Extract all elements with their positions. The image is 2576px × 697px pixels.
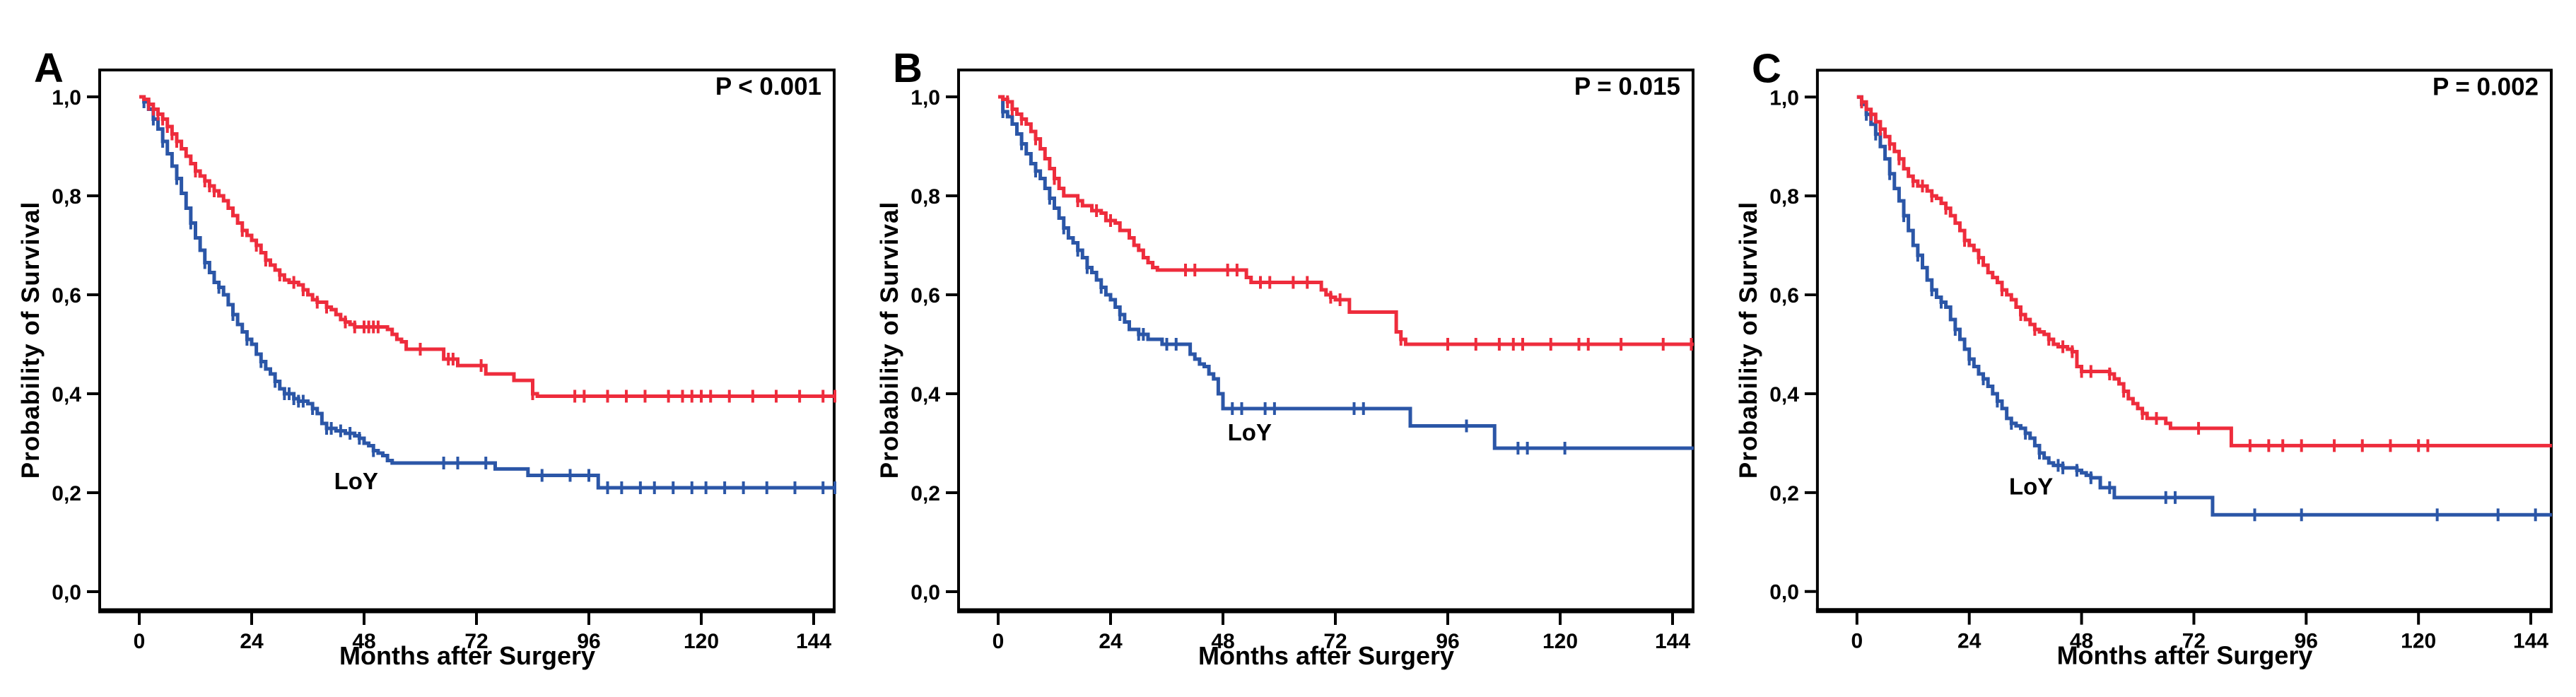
x-axis-title: Months after Surgery: [2057, 641, 2313, 670]
x-tick-label: 120: [2401, 630, 2436, 653]
y-tick-label: 0,8: [52, 185, 81, 209]
x-tick-label: 72: [2182, 630, 2206, 653]
x-tick-label: 72: [464, 630, 488, 653]
x-axis-title: Months after Surgery: [1198, 641, 1454, 670]
axis-ticks: 0 24 48 72 96 120 144 1,0 0,8 0,6 0,4 0,2 0,0: [52, 86, 831, 653]
km-panel-C: C 0 24 48 72 96 120 144 1,0 0,8 0,6 0,4 0,2 0,0 P = …: [1718, 0, 2576, 697]
survival-curve-red-unlabeled: [998, 95, 1694, 346]
x-tick-label: 0: [993, 630, 1005, 653]
axis-ticks: 0 24 48 72 96 120 144 1,0 0,8 0,6 0,4 0,2 0,0: [911, 86, 1690, 653]
curves-layer: [1856, 95, 2553, 522]
y-tick-label: 1,0: [911, 86, 940, 110]
y-tick-label: 1,0: [52, 86, 81, 110]
survival-curve-blue-LoY: [1856, 95, 2553, 517]
axis-ticks: 0 24 48 72 96 120 144 1,0 0,8 0,6 0,4 0,2 0,0: [1769, 86, 2548, 652]
curves-layer: [139, 95, 836, 494]
x-tick-label: 96: [2295, 630, 2318, 653]
x-tick-label: 120: [684, 630, 719, 653]
survival-curve-blue-LoY: [998, 95, 1694, 450]
km-chart-B: B 0 24 48 72 96 120 144 1,0 0,8 0,6 0,4 0,2 0,0 P = …: [876, 45, 1694, 670]
y-axis-title: Probability of Survival: [876, 201, 903, 479]
curves-layer: [998, 95, 1694, 455]
x-tick-label: 96: [1436, 630, 1459, 653]
p-value-label: P < 0.001: [715, 73, 821, 100]
survival-curve-red-unlabeled: [139, 95, 835, 398]
y-tick-label: 1,0: [1769, 86, 1799, 110]
km-chart-C: C 0 24 48 72 96 120 144 1,0 0,8 0,6 0,4 0,2 0,0 P = …: [1735, 46, 2553, 670]
y-tick-label: 0,6: [52, 284, 81, 308]
p-value-label: P = 0.015: [1574, 73, 1680, 100]
x-tick-label: 144: [2513, 630, 2548, 653]
y-tick-label: 0,6: [911, 284, 940, 308]
plot-frame: [957, 69, 1694, 611]
loy-series-label: LoY: [334, 468, 378, 494]
y-tick-label: 0,4: [52, 383, 81, 406]
panel-letter-b: B: [893, 45, 923, 91]
plot-frame: [1815, 69, 2553, 611]
x-tick-label: 0: [134, 630, 146, 653]
survival-curve-red-unlabeled: [1856, 95, 2553, 447]
x-tick-label: 48: [352, 630, 375, 653]
y-tick-label: 0,4: [1769, 383, 1799, 406]
y-tick-label: 0,8: [1769, 185, 1799, 209]
x-tick-label: 144: [1655, 630, 1690, 653]
panel-letter-a: A: [34, 45, 64, 91]
x-tick-label: 144: [796, 630, 831, 653]
y-tick-label: 0,4: [911, 383, 940, 406]
y-tick-label: 0,0: [911, 581, 940, 604]
x-tick-label: 72: [1323, 630, 1347, 653]
y-tick-label: 0,2: [52, 482, 81, 505]
km-panel-B: B 0 24 48 72 96 120 144 1,0 0,8 0,6 0,4 0,2 0,0 P = …: [859, 0, 1718, 697]
y-tick-label: 0,0: [1769, 581, 1799, 604]
y-axis-title: Probability of Survival: [17, 201, 45, 479]
x-tick-label: 48: [2070, 630, 2093, 653]
loy-series-label: LoY: [2009, 474, 2053, 500]
y-tick-label: 0,2: [1769, 482, 1799, 505]
y-axis-title: Probability of Survival: [1735, 201, 1762, 479]
y-tick-label: 0,8: [911, 185, 940, 209]
panel-letter-c: C: [1752, 46, 1781, 91]
x-tick-label: 0: [1851, 630, 1863, 653]
x-axis-title: Months after Surgery: [339, 641, 595, 670]
x-tick-label: 96: [577, 630, 600, 653]
x-tick-label: 24: [240, 630, 264, 653]
y-tick-label: 0,0: [52, 581, 81, 604]
y-tick-label: 0,2: [911, 482, 940, 505]
p-value-label: P = 0.002: [2432, 73, 2539, 100]
km-panel-A: A 0 24 48 72 96 120 144 1,0 0,8 0,6 0,4 0,2 0,0 P < …: [0, 0, 859, 697]
loy-series-label: LoY: [1228, 419, 1272, 445]
x-tick-label: 120: [1542, 630, 1578, 653]
x-tick-label: 24: [1957, 630, 1981, 653]
x-tick-label: 24: [1099, 630, 1123, 653]
survival-curve-blue-LoY: [139, 95, 835, 490]
y-tick-label: 0,6: [1769, 284, 1799, 308]
km-chart-A: A 0 24 48 72 96 120 144 1,0 0,8 0,6 0,4 0,2 0,0 P < …: [17, 45, 836, 670]
x-tick-label: 48: [1211, 630, 1234, 653]
plot-frame: [98, 69, 836, 611]
